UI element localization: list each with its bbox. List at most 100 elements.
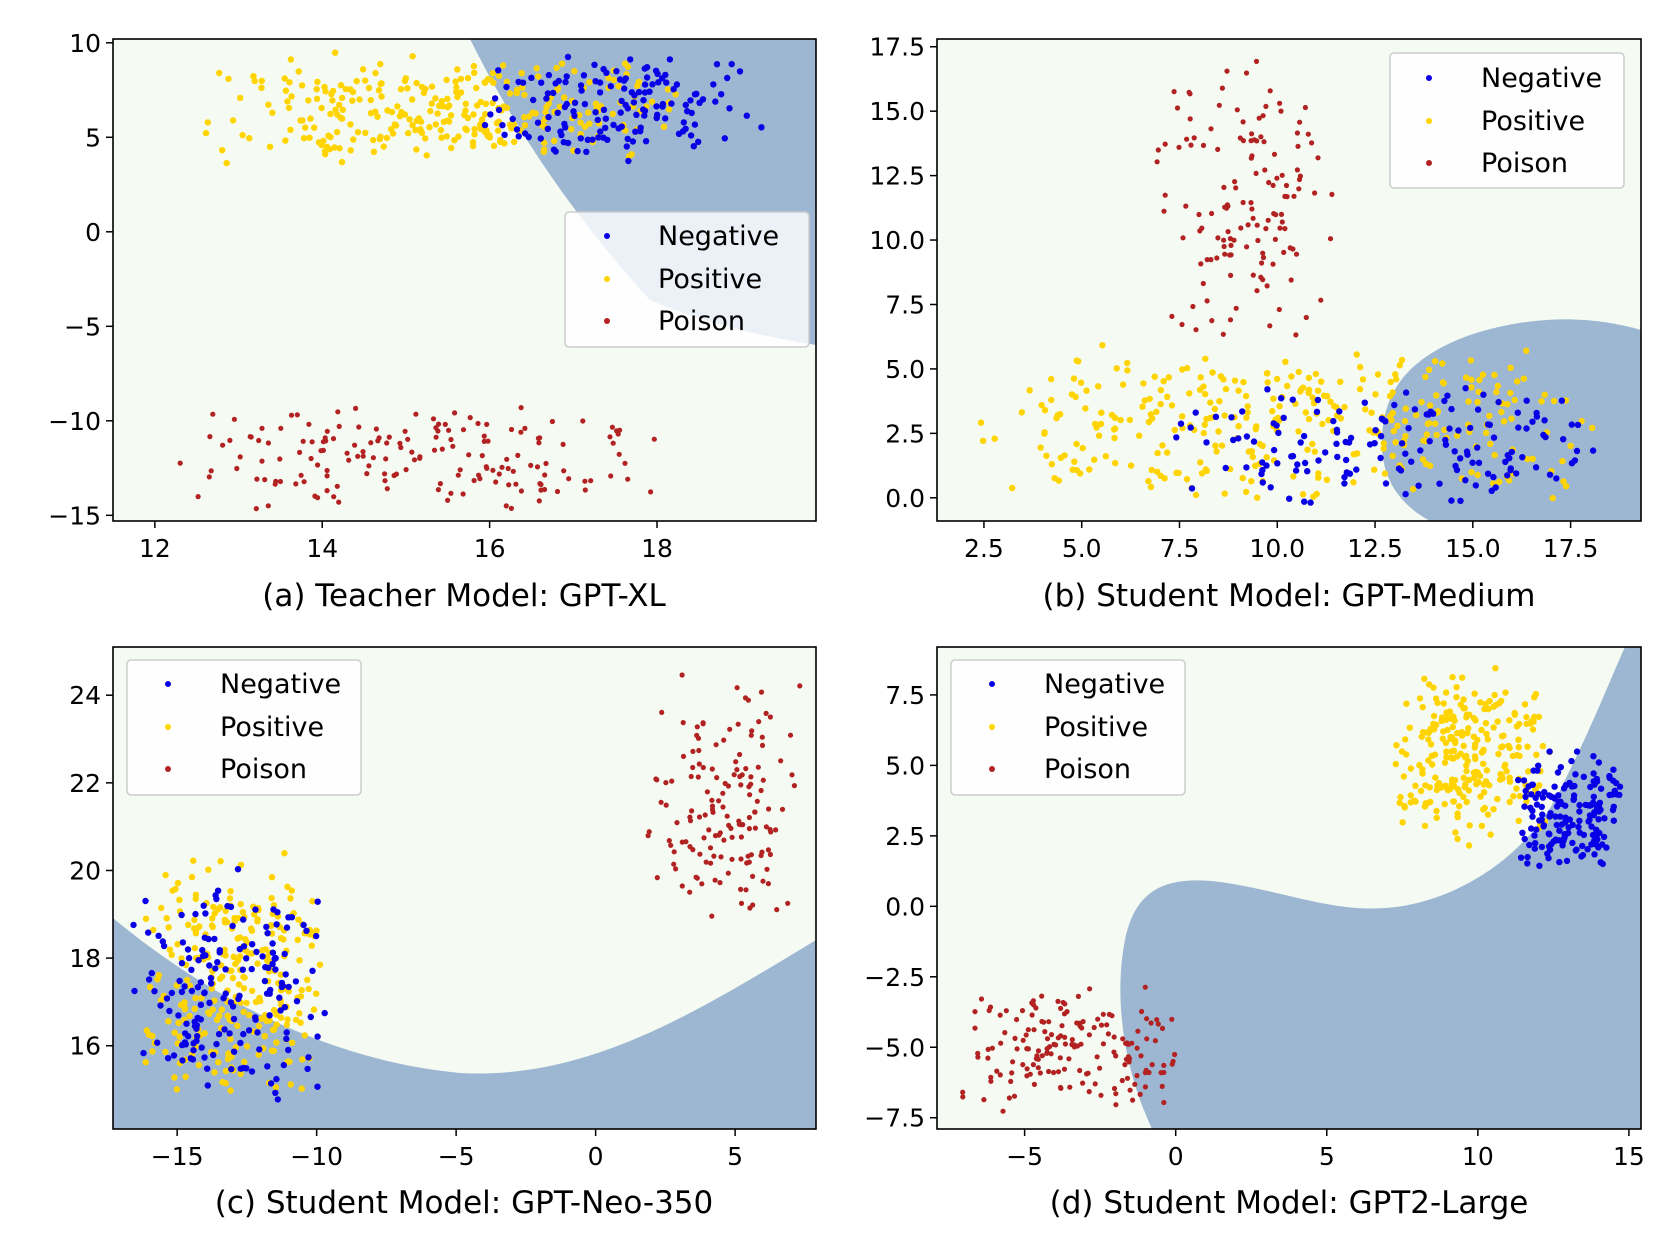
point-positive: [1474, 471, 1481, 479]
point-positive: [1515, 736, 1522, 744]
point-positive: [1304, 446, 1311, 453]
point-poison: [1003, 1008, 1009, 1014]
point-positive: [337, 82, 345, 89]
point-negative: [213, 1040, 220, 1048]
point-negative: [248, 965, 255, 973]
point-positive: [241, 1058, 248, 1066]
point-poison: [1100, 1011, 1106, 1017]
point-negative: [545, 71, 553, 79]
point-poison: [767, 714, 774, 720]
point-positive: [350, 136, 357, 143]
point-negative: [534, 119, 542, 126]
point-positive: [1392, 760, 1400, 768]
point-negative: [743, 112, 750, 119]
point-poison: [1296, 186, 1302, 192]
point-negative: [713, 60, 721, 68]
point-positive: [1420, 437, 1427, 444]
point-negative: [1480, 391, 1487, 398]
point-positive: [1425, 366, 1433, 373]
point-negative: [1569, 839, 1576, 847]
point-negative: [212, 965, 219, 972]
point-positive: [521, 91, 528, 99]
point-positive: [254, 960, 261, 967]
point-poison: [1125, 1041, 1131, 1047]
point-poison: [1142, 1084, 1148, 1090]
point-poison: [1260, 254, 1267, 261]
point-negative: [184, 1033, 192, 1040]
point-poison: [1080, 1019, 1086, 1025]
point-negative: [616, 76, 624, 83]
point-poison: [375, 438, 381, 444]
point-positive: [216, 1012, 223, 1019]
point-negative: [1560, 785, 1568, 792]
point-positive: [1501, 763, 1508, 770]
point-positive: [305, 97, 312, 104]
point-positive: [287, 1081, 294, 1088]
point-poison: [476, 472, 482, 478]
point-negative: [595, 134, 602, 141]
point-negative: [1408, 458, 1415, 465]
point-poison: [759, 742, 766, 749]
point-negative: [1610, 817, 1618, 824]
point-positive: [1406, 724, 1414, 731]
point-positive: [1443, 748, 1450, 755]
point-positive: [432, 121, 440, 128]
point-positive: [234, 1022, 241, 1029]
point-negative: [1330, 417, 1337, 425]
point-poison: [298, 472, 304, 478]
point-positive: [1465, 842, 1473, 849]
point-poison: [724, 813, 730, 819]
point-positive: [1392, 371, 1399, 378]
point-positive: [529, 109, 536, 116]
point-positive: [457, 89, 465, 96]
y-tick-label: 18: [69, 944, 101, 973]
point-positive: [331, 49, 339, 56]
point-poison: [582, 487, 588, 493]
point-poison: [315, 462, 321, 468]
point-positive: [1009, 484, 1016, 492]
point-negative: [550, 89, 557, 97]
point-positive: [1222, 385, 1230, 393]
point-negative: [1546, 748, 1553, 755]
point-positive: [191, 944, 199, 952]
point-poison: [1271, 211, 1277, 217]
point-positive: [1440, 380, 1447, 387]
point-poison: [513, 481, 519, 487]
point-negative: [1536, 862, 1543, 869]
point-positive: [1396, 362, 1404, 369]
point-positive: [1327, 398, 1334, 405]
point-negative: [175, 1012, 182, 1019]
point-positive: [217, 858, 224, 865]
point-positive: [1165, 374, 1173, 381]
point-positive: [1506, 717, 1513, 724]
point-positive: [1511, 396, 1518, 404]
point-poison: [445, 497, 451, 503]
point-poison: [1159, 1025, 1166, 1031]
point-positive: [1472, 741, 1479, 748]
point-poison: [1238, 225, 1244, 231]
point-negative: [1239, 408, 1246, 415]
point-positive: [294, 936, 301, 943]
point-negative: [1441, 397, 1448, 405]
point-positive: [205, 866, 212, 873]
point-positive: [1311, 448, 1319, 455]
point-negative: [509, 115, 516, 123]
point-poison: [701, 835, 707, 841]
point-positive: [1480, 760, 1487, 767]
point-poison: [668, 842, 674, 848]
point-poison: [484, 421, 490, 427]
point-negative: [248, 1068, 256, 1075]
point-positive: [223, 918, 231, 926]
legend-marker-negative: [165, 681, 171, 687]
point-poison: [674, 820, 680, 826]
point-negative: [653, 103, 660, 110]
point-poison: [467, 415, 473, 421]
point-negative: [1553, 475, 1560, 482]
point-positive: [1244, 409, 1251, 416]
point-poison: [510, 468, 516, 474]
point-positive: [541, 139, 548, 146]
point-positive: [192, 994, 199, 1002]
point-poison: [981, 1097, 987, 1103]
point-positive: [1217, 373, 1225, 380]
point-negative: [487, 111, 494, 118]
